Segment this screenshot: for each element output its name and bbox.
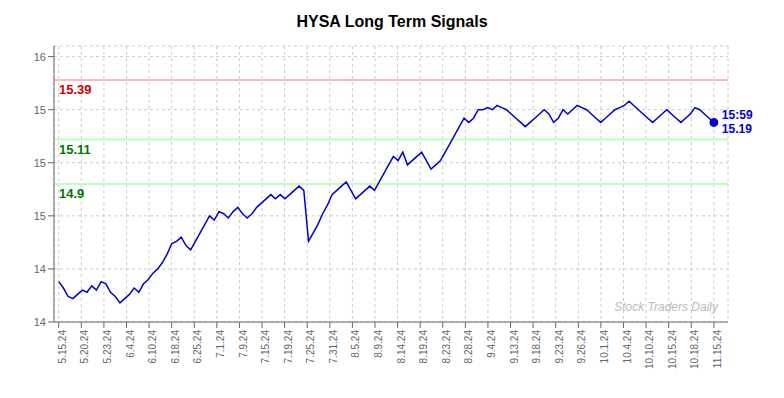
svg-text:11.15.24: 11.15.24 <box>712 330 723 369</box>
svg-text:15: 15 <box>34 104 46 116</box>
svg-text:15: 15 <box>34 157 46 169</box>
svg-text:10.18.24: 10.18.24 <box>689 330 700 369</box>
svg-text:7.15.24: 7.15.24 <box>260 330 271 364</box>
svg-text:15.39: 15.39 <box>59 82 92 97</box>
svg-text:10.1.24: 10.1.24 <box>599 330 610 364</box>
svg-text:9.13.24: 9.13.24 <box>509 330 520 364</box>
svg-text:9.23.24: 9.23.24 <box>554 330 565 364</box>
svg-text:14: 14 <box>34 263 46 275</box>
svg-text:6.25.24: 6.25.24 <box>192 330 203 364</box>
svg-text:15:5915.19: 15:5915.19 <box>722 108 753 136</box>
svg-text:7.9.24: 7.9.24 <box>238 330 249 358</box>
svg-text:8.19.24: 8.19.24 <box>418 330 429 364</box>
svg-text:7.19.24: 7.19.24 <box>283 330 294 364</box>
svg-text:8.14.24: 8.14.24 <box>396 330 407 364</box>
svg-text:9.26.24: 9.26.24 <box>576 330 587 364</box>
svg-text:14.9: 14.9 <box>59 186 84 201</box>
svg-text:7.1.24: 7.1.24 <box>215 330 226 358</box>
svg-text:14: 14 <box>34 316 46 328</box>
svg-text:7.25.24: 7.25.24 <box>305 330 316 364</box>
svg-text:6.18.24: 6.18.24 <box>170 330 181 364</box>
html-text:HYSA Long Term Signals: HYSA Long Term Signals <box>296 13 488 30</box>
svg-text:9.18.24: 9.18.24 <box>531 330 542 364</box>
svg-text:6.4.24: 6.4.24 <box>125 330 136 358</box>
html-text:Stock Traders Daily: Stock Traders Daily <box>614 300 718 314</box>
svg-text:8.28.24: 8.28.24 <box>463 330 474 364</box>
svg-text:10.15.24: 10.15.24 <box>667 330 678 369</box>
svg-text:16: 16 <box>34 51 46 63</box>
svg-text:5.20.24: 5.20.24 <box>79 330 90 364</box>
svg-text:5.15.24: 5.15.24 <box>57 330 68 364</box>
svg-text:6.10.24: 6.10.24 <box>147 330 158 364</box>
svg-text:9.4.24: 9.4.24 <box>486 330 497 358</box>
svg-text:8.5.24: 8.5.24 <box>350 330 361 358</box>
svg-text:15.11: 15.11 <box>59 142 91 157</box>
svg-text:7.31.24: 7.31.24 <box>328 330 339 364</box>
svg-text:10.10.24: 10.10.24 <box>644 330 655 369</box>
svg-text:10.4.24: 10.4.24 <box>622 330 633 364</box>
svg-text:8.23.24: 8.23.24 <box>441 330 452 364</box>
svg-text:8.9.24: 8.9.24 <box>373 330 384 358</box>
svg-text:5.23.24: 5.23.24 <box>102 330 113 364</box>
svg-text:15: 15 <box>34 210 46 222</box>
